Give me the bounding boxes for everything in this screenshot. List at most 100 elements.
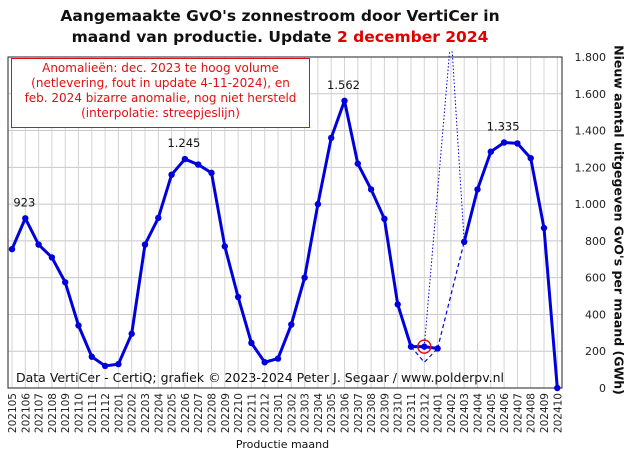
x-tick-label: 202109 bbox=[60, 393, 72, 433]
x-tick-label: 202406 bbox=[499, 393, 511, 433]
data-point bbox=[328, 134, 335, 142]
data-point bbox=[48, 254, 56, 261]
data-point bbox=[274, 355, 282, 362]
y-tick-label: 1.400 bbox=[575, 125, 607, 138]
x-tick-label: 202111 bbox=[87, 393, 99, 433]
data-point bbox=[261, 359, 268, 366]
data-point bbox=[527, 154, 534, 162]
series-line bbox=[462, 141, 559, 389]
x-tick-label: 202211 bbox=[246, 393, 258, 433]
data-point bbox=[234, 293, 242, 301]
data-point bbox=[155, 214, 162, 222]
y-tick-label: 800 bbox=[585, 235, 606, 248]
chart-title-line1: Aangemaakte GvO's zonnestroom door Verti… bbox=[60, 7, 500, 25]
x-tick-label: 202404 bbox=[473, 393, 485, 433]
data-point bbox=[314, 200, 322, 208]
data-point bbox=[22, 215, 29, 222]
data-point bbox=[554, 384, 561, 392]
data-point bbox=[341, 97, 348, 104]
anomaly-annotation-box: Anomalieën: dec. 2023 te hoog volume (ne… bbox=[11, 58, 310, 128]
y-axis-label: Nieuw aantal uitgegeven GvO's per maand … bbox=[611, 45, 627, 395]
interpolated-feb-line bbox=[437, 241, 465, 349]
x-axis-label: Productie maand bbox=[235, 438, 330, 451]
x-tick-label: 202106 bbox=[20, 393, 32, 433]
anomaly-dotted-line bbox=[423, 51, 465, 347]
x-tick-label: 202410 bbox=[552, 393, 564, 433]
y-tick-label: 600 bbox=[585, 272, 606, 285]
data-point bbox=[288, 321, 295, 328]
x-tick-label: 202305 bbox=[326, 393, 338, 433]
x-tick-label: 202203 bbox=[140, 393, 152, 433]
error-point-marker bbox=[417, 339, 432, 354]
x-tick-label: 202311 bbox=[406, 393, 418, 433]
data-point bbox=[168, 171, 175, 178]
y-tick-label: 1.000 bbox=[575, 198, 607, 211]
annotation-line: feb. 2024 bizarre anomalie, nog niet her… bbox=[24, 91, 297, 105]
y-tick-label: 1.200 bbox=[575, 161, 607, 174]
data-point bbox=[141, 241, 149, 248]
peak-value-label: 1.245 bbox=[167, 136, 200, 150]
data-point bbox=[354, 160, 361, 167]
x-tick-label: 202210 bbox=[233, 393, 245, 433]
data-point bbox=[181, 155, 189, 163]
peak-value-label: 923 bbox=[13, 195, 35, 209]
x-tick-label: 202309 bbox=[379, 393, 391, 433]
x-tick-label: 202202 bbox=[127, 393, 139, 433]
y-axis-label-wrap: Nieuw aantal uitgegeven GvO's per maand … bbox=[609, 40, 629, 400]
y-tick-label: 0 bbox=[599, 382, 606, 395]
x-tick-label: 202402 bbox=[446, 393, 458, 433]
data-point bbox=[394, 301, 401, 308]
x-tick-label: 202409 bbox=[539, 393, 551, 433]
y-tick-label: 400 bbox=[585, 308, 606, 321]
x-tick-label: 202306 bbox=[340, 393, 352, 433]
x-tick-label: 202304 bbox=[313, 393, 325, 433]
x-tick-label: 202209 bbox=[220, 393, 232, 433]
x-tick-label: 202301 bbox=[273, 393, 285, 433]
x-tick-label: 202207 bbox=[193, 393, 205, 433]
x-tick-label: 202204 bbox=[153, 393, 165, 433]
chart-title-line2: maand van productie. Update 2 december 2… bbox=[0, 27, 560, 48]
x-tick-label: 202112 bbox=[100, 393, 112, 433]
chart-title-line2-black: maand van productie. Update bbox=[71, 28, 337, 46]
data-point bbox=[35, 241, 42, 248]
peak-value-label: 1.562 bbox=[327, 78, 360, 92]
data-point bbox=[500, 139, 508, 146]
x-tick-label: 202303 bbox=[300, 393, 312, 433]
x-tick-label: 202302 bbox=[286, 393, 298, 433]
x-tick-label: 202205 bbox=[167, 393, 179, 433]
x-tick-label: 202108 bbox=[47, 393, 59, 433]
data-point bbox=[540, 224, 548, 232]
annotation-line: (interpolatie: streepjeslijn) bbox=[81, 106, 240, 120]
y-tick-label: 200 bbox=[585, 345, 606, 358]
annotation-line: Anomalieën: dec. 2023 te hoog volume bbox=[42, 61, 279, 75]
data-point bbox=[61, 279, 69, 286]
data-point bbox=[88, 353, 96, 360]
y-tick-label: 1.800 bbox=[575, 51, 607, 64]
data-point bbox=[75, 322, 82, 329]
data-point bbox=[195, 161, 202, 168]
data-point bbox=[407, 343, 415, 350]
data-point bbox=[208, 169, 215, 177]
x-tick-label: 202105 bbox=[7, 393, 19, 433]
peak-value-label: 1.335 bbox=[487, 120, 520, 134]
chart-title: Aangemaakte GvO's zonnestroom door Verti… bbox=[0, 6, 560, 48]
x-tick-label: 202312 bbox=[419, 393, 431, 433]
x-tick-label: 202308 bbox=[366, 393, 378, 433]
data-point bbox=[221, 243, 228, 250]
data-point bbox=[101, 362, 109, 370]
data-point bbox=[474, 186, 481, 193]
x-tick-label: 202208 bbox=[207, 393, 219, 433]
data-point bbox=[421, 343, 428, 350]
x-tick-label: 202310 bbox=[393, 393, 405, 433]
y-tick-label: 1.600 bbox=[575, 88, 607, 101]
update-date: 2 december 2024 bbox=[336, 28, 489, 46]
x-tick-label: 202206 bbox=[180, 393, 192, 433]
x-tick-label: 202401 bbox=[433, 393, 445, 433]
x-tick-label: 202407 bbox=[512, 393, 524, 433]
x-tick-label: 202403 bbox=[459, 393, 471, 433]
x-tick-label: 202201 bbox=[113, 393, 125, 433]
data-point bbox=[248, 339, 255, 347]
x-tick-label: 202307 bbox=[353, 393, 365, 433]
x-tick-label: 202110 bbox=[74, 393, 86, 433]
x-tick-label: 202405 bbox=[486, 393, 498, 433]
